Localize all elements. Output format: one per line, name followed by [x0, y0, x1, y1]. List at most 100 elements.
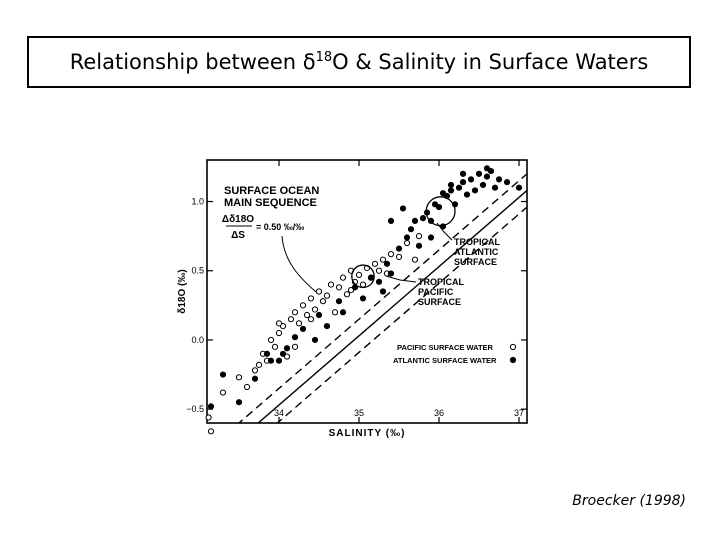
atlantic-point: [479, 181, 487, 189]
source-credit: Broecker (1998): [572, 493, 686, 509]
annotation-title-line1: SURFACE OCEAN: [224, 185, 319, 197]
x-tick-label: 35: [354, 408, 364, 418]
pacific-point: [207, 428, 215, 435]
pacific-point: [323, 292, 331, 299]
atlantic-point: [291, 334, 299, 341]
pacific-point: [411, 256, 419, 263]
pacific-point: [219, 389, 227, 396]
label-tropical-pacific: PACIFIC: [418, 287, 454, 297]
pacific-point: [243, 383, 251, 391]
pacific-point: [291, 309, 299, 316]
pacific-point: [327, 281, 335, 288]
atlantic-point: [515, 184, 523, 191]
atlantic-point: [375, 278, 383, 285]
pacific-point: [319, 298, 327, 305]
x-tick-label: 36: [434, 408, 444, 418]
pacific-point: [271, 343, 279, 350]
atlantic-point: [335, 298, 343, 305]
atlantic-point: [459, 179, 467, 186]
atlantic-point: [471, 187, 479, 194]
atlantic-point: [463, 191, 471, 198]
atlantic-point: [503, 179, 511, 186]
atlantic-point: [395, 245, 403, 252]
atlantic-point: [435, 203, 443, 211]
atlantic-point: [275, 357, 283, 364]
pacific-point: [403, 239, 411, 247]
pacific-point: [299, 302, 307, 309]
pacific-point: [375, 267, 383, 274]
pacific-point: [205, 414, 212, 421]
legend-pacific-marker: [509, 343, 517, 351]
atlantic-point: [455, 184, 463, 191]
atlantic-point: [359, 295, 367, 302]
y-axis-label: δ18O (‰): [177, 269, 188, 313]
atlantic-point: [339, 309, 347, 316]
pacific-point: [331, 309, 339, 316]
atlantic-point: [283, 345, 291, 352]
x-axis-label: SALINITY (‰): [329, 428, 406, 439]
atlantic-point: [467, 176, 475, 183]
label-tropical-atlantic: ATLANTIC: [454, 247, 499, 257]
atlantic-point: [447, 187, 455, 194]
y-tick-label: 1.0: [191, 197, 204, 207]
slope-value: = 0.50 ‰/‰: [256, 222, 304, 232]
pacific-point: [355, 271, 363, 278]
trend-band: [237, 173, 527, 423]
pacific-point: [267, 336, 275, 344]
pacific-point: [339, 274, 347, 281]
y-tick-label: −0.5: [186, 404, 204, 414]
pacific-point: [275, 329, 283, 337]
pacific-point: [291, 343, 299, 350]
x-tick-label: 34: [274, 408, 284, 418]
pacific-point: [303, 311, 311, 319]
pacific-point: [251, 367, 259, 374]
atlantic-point: [219, 371, 227, 378]
label-tropical-pacific: TROPICAL: [418, 277, 465, 287]
atlantic-point: [367, 274, 375, 281]
pacific-point: [275, 320, 283, 327]
label-tropical-atlantic: SURFACE: [454, 257, 497, 267]
atlantic-point: [387, 217, 395, 225]
atlantic-point: [399, 205, 407, 212]
atlantic-point: [491, 184, 499, 191]
legend-atlantic-marker: [509, 356, 517, 364]
slope-denominator: ΔS: [231, 230, 245, 241]
slide-title-box: Relationship between δ18O & Salinity in …: [27, 36, 691, 88]
slide-title: Relationship between δ18O & Salinity in …: [69, 50, 649, 74]
atlantic-point: [263, 350, 271, 357]
plot-axes: 34 35 36 37 1.0 0.5 0.0 −0.5 SALINITY (‰) δ18O (‰…: [177, 159, 528, 439]
pacific-point: [311, 306, 319, 313]
annotation-pointer: [281, 235, 317, 293]
atlantic-point: [315, 311, 323, 319]
legend-atlantic-label: ATLANTIC SURFACE WATER: [393, 356, 497, 365]
y-tick-label: 0.5: [191, 266, 204, 276]
atlantic-point: [403, 234, 411, 241]
label-tropical-pacific: SURFACE: [418, 297, 461, 307]
tropical-atlantic-circle: [425, 196, 456, 227]
atlantic-point: [299, 325, 307, 332]
pacific-point: [387, 251, 395, 258]
annotation-title-line2: MAIN SEQUENCE: [224, 197, 317, 209]
atlantic-point: [495, 176, 503, 183]
pacific-point: [371, 260, 379, 267]
atlantic-point: [483, 165, 491, 172]
pacific-point: [315, 288, 323, 295]
atlantic-point: [415, 242, 423, 249]
atlantic-point: [427, 234, 435, 241]
atlantic-point: [235, 399, 243, 406]
pacific-point: [287, 316, 295, 323]
slope-numerator: Δδ18O: [222, 214, 254, 225]
atlantic-point: [387, 270, 395, 277]
atlantic-point: [439, 190, 447, 197]
atlantic-point: [483, 173, 491, 180]
pacific-point: [359, 281, 367, 288]
pacific-point: [343, 291, 351, 298]
atlantic-point: [459, 170, 467, 177]
atlantic-point: [279, 350, 287, 357]
lower-band-line: [276, 206, 527, 423]
atlantic-pointer: [436, 222, 453, 241]
atlantic-point: [475, 170, 483, 177]
y-tick-label: 0.0: [191, 335, 204, 345]
upper-band-line: [237, 173, 527, 423]
